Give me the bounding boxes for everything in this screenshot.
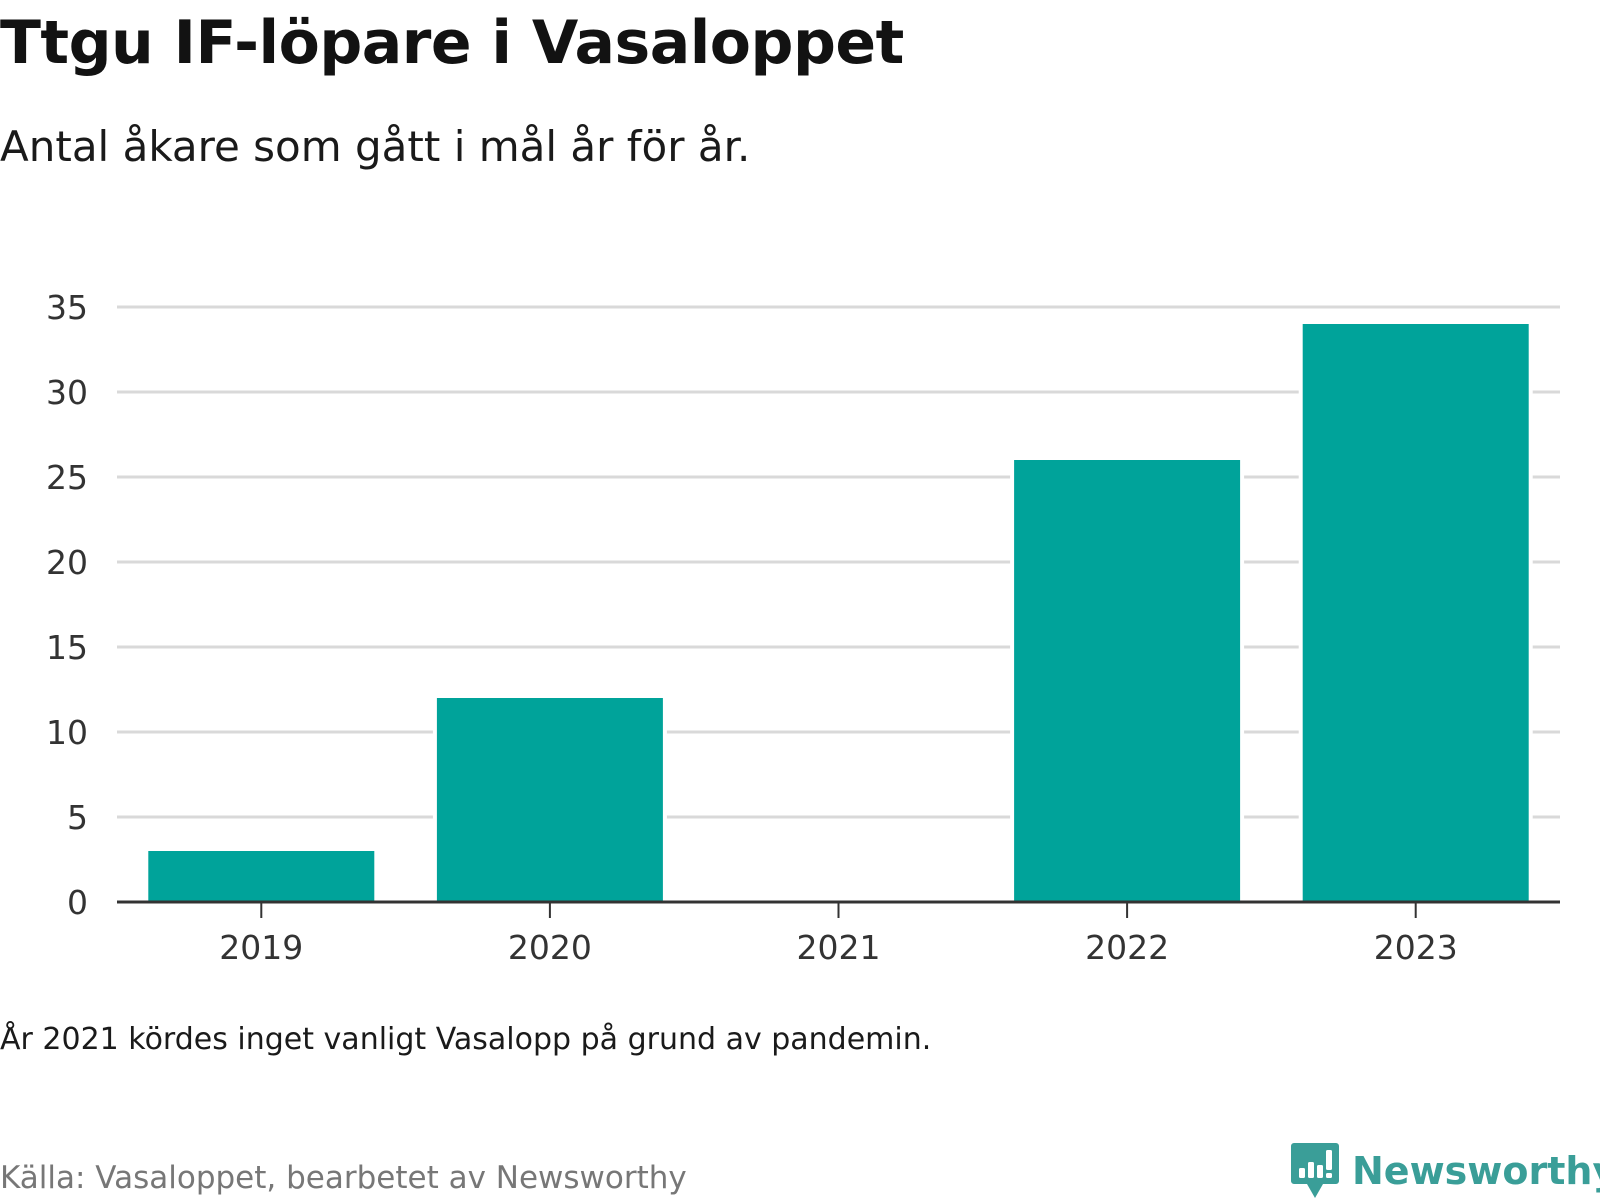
y-tick-label: 0 xyxy=(67,883,88,922)
x-tick-label: 2019 xyxy=(219,928,303,967)
footnote: År 2021 kördes inget vanligt Vasalopp på… xyxy=(0,1022,932,1057)
y-tick-label: 30 xyxy=(46,373,88,412)
y-tick-label: 5 xyxy=(67,798,88,837)
newsworthy-logo-icon xyxy=(1291,1143,1339,1198)
bar xyxy=(436,698,663,902)
newsworthy-logo: Newsworthy xyxy=(1290,1140,1600,1202)
y-tick-label: 35 xyxy=(46,288,88,327)
chart-title: Ttgu IF-löpare i Vasaloppet xyxy=(0,8,904,78)
x-tick-label: 2021 xyxy=(797,928,881,967)
bar xyxy=(148,851,375,902)
bar xyxy=(1302,324,1529,902)
y-tick-label: 10 xyxy=(46,713,88,752)
x-tick-label: 2023 xyxy=(1374,928,1458,967)
bar xyxy=(1014,460,1241,902)
chart-subtitle: Antal åkare som gått i mål år för år. xyxy=(0,122,751,171)
axes: 0 5 10 15 20 25 30 35 2019 2020 2021 2022 2023 xyxy=(46,288,1560,967)
source-credit: Källa: Vasaloppet, bearbetet av Newswort… xyxy=(0,1160,687,1196)
x-tick-label: 2022 xyxy=(1085,928,1169,967)
y-tick-label: 25 xyxy=(46,458,88,497)
y-tick-label: 20 xyxy=(46,543,88,582)
bars xyxy=(144,324,1533,902)
bar-chart: 0 5 10 15 20 25 30 35 2019 2020 2021 2022 2023 xyxy=(46,288,1560,967)
brand-name: Newsworthy xyxy=(1352,1149,1600,1193)
y-tick-label: 15 xyxy=(46,628,88,667)
x-tick-label: 2020 xyxy=(508,928,592,967)
